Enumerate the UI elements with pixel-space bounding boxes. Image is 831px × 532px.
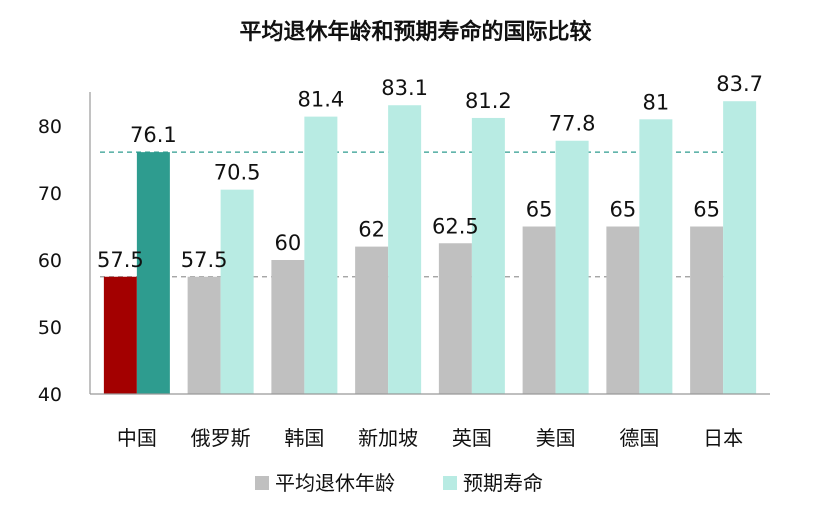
x-tick-label: 韩国: [284, 426, 324, 450]
data-label-life-expectancy: 81: [643, 90, 670, 114]
legend-swatch-life-expectancy: [443, 476, 457, 490]
legend-label-life-expectancy: 预期寿命: [463, 471, 543, 495]
data-label-life-expectancy: 81.2: [465, 89, 512, 113]
data-label-life-expectancy: 83.1: [381, 76, 428, 100]
bar-life-expectancy: [136, 152, 170, 394]
bar-life-expectancy: [555, 140, 589, 394]
y-tick-label: 80: [38, 116, 62, 138]
data-label-retirement-age: 65: [526, 198, 553, 222]
y-tick-label: 70: [38, 183, 62, 205]
bar-retirement-age: [271, 260, 305, 394]
x-tick-labels: 中国 俄罗斯 韩国 新加坡 英国 美国 德国 日本: [117, 426, 743, 450]
x-tick-label: 德国: [619, 426, 659, 450]
legend-label-retirement-age: 平均退休年龄: [275, 471, 395, 495]
x-tick-label: 俄罗斯: [191, 426, 251, 450]
data-label-life-expectancy: 70.5: [214, 161, 261, 185]
bar-life-expectancy: [304, 116, 338, 395]
data-label-retirement-age: 65: [693, 198, 720, 222]
data-label-life-expectancy: 77.8: [549, 112, 596, 136]
bar-life-expectancy: [388, 105, 422, 394]
x-tick-label: 英国: [452, 426, 492, 450]
data-label-life-expectancy: 83.7: [716, 72, 763, 96]
data-label-retirement-age: 57.5: [97, 248, 144, 272]
data-label-retirement-age: 62: [358, 218, 385, 242]
data-label-retirement-age: 65: [610, 198, 637, 222]
y-tick-label: 60: [38, 250, 62, 272]
bar-retirement-age: [522, 226, 556, 394]
bar-life-expectancy: [471, 117, 505, 395]
bar-retirement-age: [438, 243, 472, 394]
legend-swatch-retirement-age: [255, 476, 269, 490]
data-label-life-expectancy: 81.4: [297, 88, 344, 112]
x-tick-label: 新加坡: [358, 426, 418, 450]
bar-retirement-age: [606, 226, 640, 394]
bar-life-expectancy: [220, 189, 254, 394]
bar-life-expectancy: [723, 101, 757, 395]
x-tick-label: 中国: [117, 426, 157, 450]
y-tick-label: 40: [38, 384, 62, 406]
y-tick-label: 50: [38, 317, 62, 339]
bar-life-expectancy: [639, 119, 673, 395]
y-tick-labels: 40 50 60 70 80: [38, 116, 62, 406]
x-tick-label: 日本: [703, 426, 743, 450]
data-label-life-expectancy: 76.1: [130, 123, 177, 147]
bar-retirement-age: [187, 276, 221, 394]
x-tick-label: 美国: [536, 426, 576, 450]
axes: [89, 92, 770, 395]
bar-retirement-age: [690, 226, 724, 394]
bars: [103, 101, 757, 395]
data-label-retirement-age: 62.5: [432, 214, 479, 238]
data-labels: 57.5 76.1 57.5 70.5 60 81.4 62 83.1 62.5 81.2 65 77…: [97, 72, 763, 272]
chart-title: 平均退休年龄和预期寿命的国际比较: [239, 20, 592, 45]
data-label-retirement-age: 57.5: [181, 248, 228, 272]
bar-retirement-age: [355, 246, 389, 394]
data-label-retirement-age: 60: [275, 231, 302, 255]
bar-retirement-age: [103, 276, 137, 394]
legend: 平均退休年龄 预期寿命: [255, 471, 543, 495]
